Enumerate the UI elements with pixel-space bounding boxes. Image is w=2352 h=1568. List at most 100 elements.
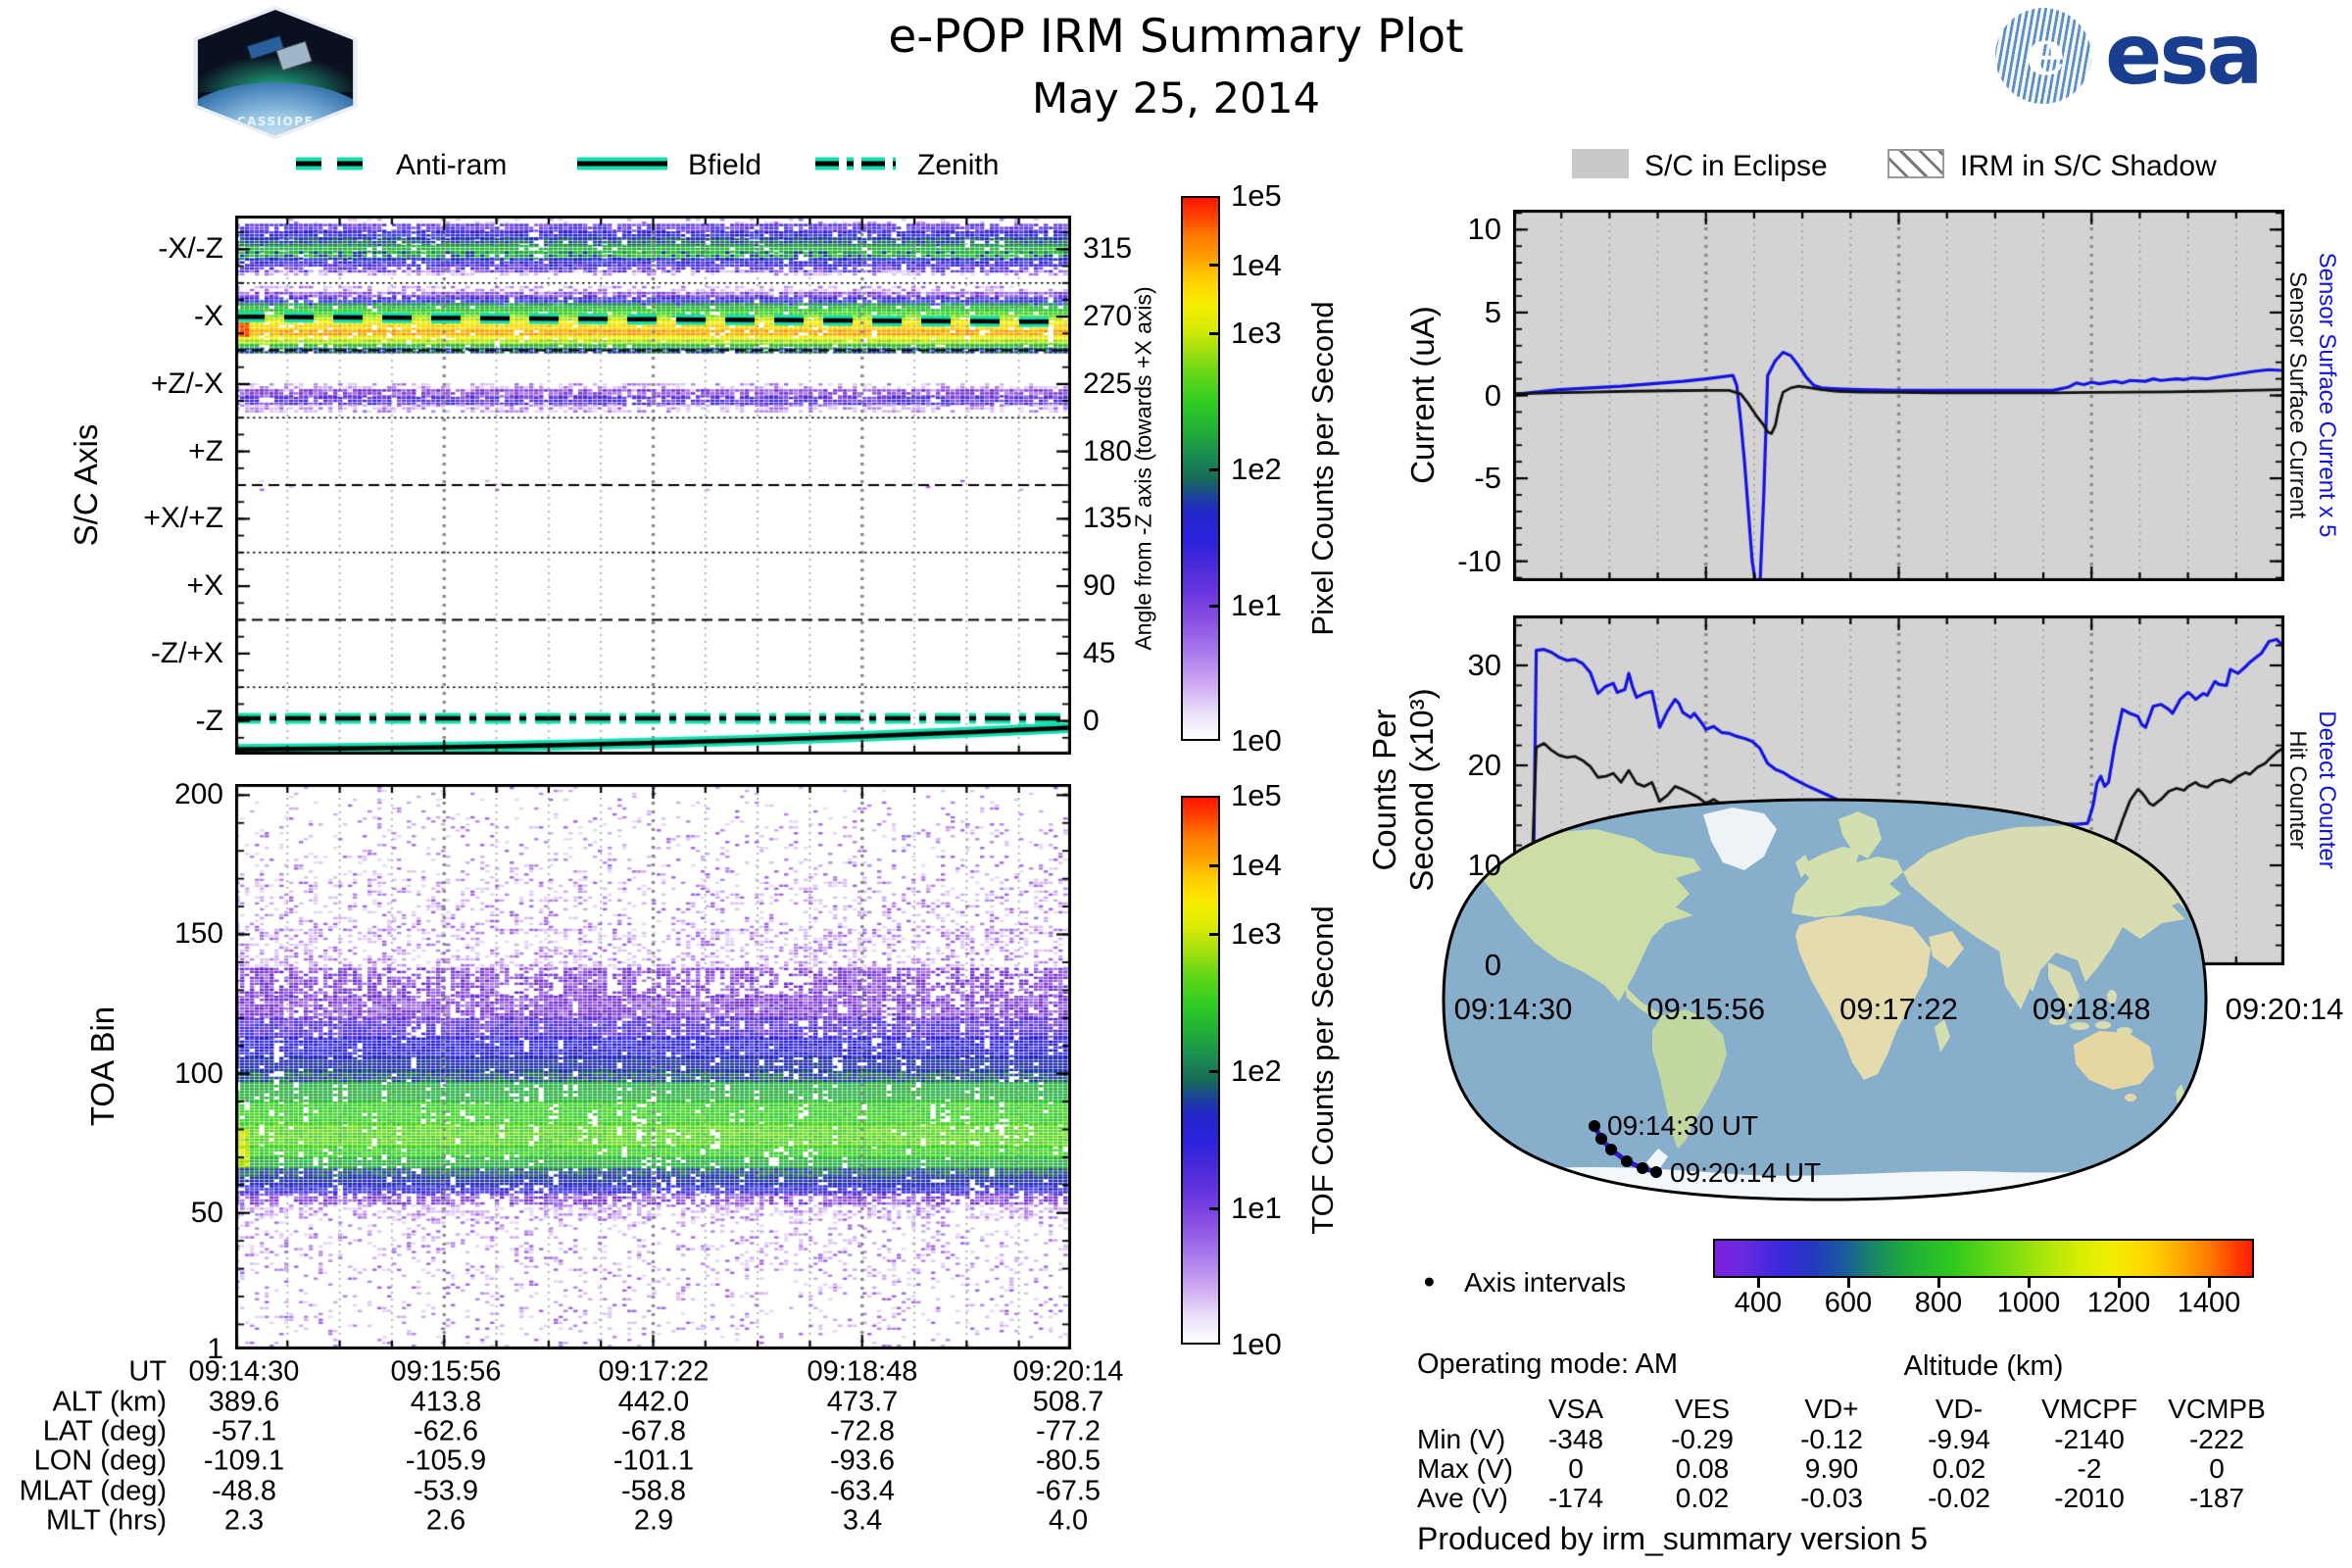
tof-cbar-tick-1e1: 1e1 — [1231, 1191, 1282, 1226]
time-tick-09:20:14: 09:20:14 — [2225, 992, 2344, 1026]
eph-cell-r2c2: -67.8 — [620, 1415, 687, 1447]
tof-cbar-tick-1e0: 1e0 — [1231, 1327, 1282, 1361]
volt-row-label-1: Max (V) — [1417, 1453, 1513, 1484]
cassiope-patch-art: CASSIOPE — [197, 10, 354, 135]
alt-cbar-tickmark — [2117, 1278, 2121, 1288]
sc-axis-tick--Z/+X: -Z/+X — [150, 636, 223, 669]
angle-tick-315: 315 — [1083, 232, 1133, 266]
tof-cbar-tick-1e3: 1e3 — [1231, 916, 1282, 952]
volt-row-label-2: Ave (V) — [1417, 1483, 1508, 1513]
track-interval-dots — [1589, 1120, 1662, 1178]
pixel-cbar-tick-1e0: 1e0 — [1231, 723, 1282, 758]
sc-axis-tick-+X/+Z: +X/+Z — [143, 502, 223, 535]
cassiope-mission-patch: CASSIOPE — [193, 6, 358, 139]
eph-cell-r4c3: -63.4 — [829, 1475, 896, 1507]
volt-cell-r2c1: 0.02 — [1675, 1483, 1730, 1513]
volt-cell-r1c5: 0 — [2209, 1453, 2225, 1484]
eph-cell-r1c2: 442.0 — [617, 1386, 690, 1418]
volt-cell-r2c4: -2010 — [2054, 1483, 2125, 1513]
eph-cell-r1c1: 413.8 — [410, 1386, 482, 1418]
axis-intervals-dot-icon: ● — [1423, 1270, 1436, 1293]
volt-header-VES: VES — [1674, 1394, 1731, 1424]
eph-cell-r5c0: 2.3 — [223, 1504, 265, 1537]
volt-cell-r2c2: -0.03 — [1800, 1483, 1863, 1513]
volt-cell-r1c0: 0 — [1568, 1453, 1584, 1484]
eph-cell-r2c3: -72.8 — [829, 1415, 896, 1447]
volt-cell-r1c3: 0.02 — [1932, 1453, 1986, 1484]
volt-cell-r2c3: -0.02 — [1928, 1483, 1990, 1513]
esa-globe-icon: e — [1995, 8, 2091, 104]
toa-bin-ylabel: TOA Bin — [84, 1005, 121, 1127]
tof-cbar-tickmark — [1209, 1206, 1219, 1210]
alt-cbar-tickmark — [2027, 1278, 2031, 1288]
legend-bfield: Bfield — [688, 149, 762, 181]
eph-cell-r3c2: -101.1 — [612, 1445, 695, 1477]
produced-by-label: Produced by irm_summary version 5 — [1417, 1521, 1929, 1556]
ground-track-map: 09:14:30 UT 09:20:14 UT — [1442, 798, 2208, 1201]
hit-counter-label: Hit Counter — [2284, 730, 2311, 850]
current-tick-0: 0 — [1484, 377, 1501, 413]
alt-tick-600: 600 — [1824, 1287, 1873, 1319]
eph-cell-r1c4: 508.7 — [1032, 1386, 1104, 1418]
eclipse-swatch-icon — [1572, 149, 1629, 178]
eph-cell-r2c1: -62.6 — [413, 1415, 479, 1447]
map-outline — [1442, 798, 2208, 1201]
pixel-cbar-tick-1e2: 1e2 — [1231, 452, 1282, 487]
eph-cell-r1c0: 389.6 — [208, 1386, 280, 1418]
pixel-cbar-tickmark — [1209, 604, 1219, 608]
eph-row-label-5: MLT (hrs) — [46, 1504, 167, 1537]
eph-cell-r4c4: -67.5 — [1035, 1475, 1102, 1507]
pixel-cbar-tick-1e4: 1e4 — [1231, 247, 1282, 282]
current-plot — [1513, 210, 2284, 581]
pixel-cbar-tickmark — [1209, 467, 1219, 471]
operating-mode-label: Operating mode: AM — [1417, 1348, 1678, 1380]
pixel-colorbar-title: Pixel Counts per Second — [1305, 301, 1340, 636]
eph-cell-r0c1: 09:15:56 — [390, 1355, 502, 1388]
pixel-cbar-tick-1e1: 1e1 — [1231, 588, 1282, 623]
toa-tick-150: 150 — [173, 917, 223, 951]
anti-ram-line-icon — [296, 157, 376, 171]
sc-axis-tick--Z: -Z — [195, 704, 223, 737]
eph-cell-r4c2: -58.8 — [620, 1475, 687, 1507]
sensor-current-x5-label: Sensor Surface Current x 5 — [2314, 252, 2340, 538]
current-ylabel: Current (uA) — [1404, 306, 1441, 484]
eph-cell-r2c4: -77.2 — [1035, 1415, 1102, 1447]
volt-header-VSA: VSA — [1547, 1394, 1604, 1424]
volt-cell-r0c0: -348 — [1547, 1424, 1604, 1454]
eph-cell-r0c3: 09:18:48 — [807, 1355, 918, 1388]
track-start-label: 09:14:30 UT — [1607, 1110, 1758, 1141]
tof-cbar-tick-1e2: 1e2 — [1231, 1054, 1282, 1089]
volt-header-VCMPB: VCMPB — [2168, 1394, 2266, 1424]
eph-cell-r5c4: 4.0 — [1048, 1504, 1089, 1537]
tof-cbar-tickmark — [1209, 863, 1219, 867]
legend-zenith: Zenith — [917, 149, 1000, 181]
shadow-hatch-swatch-icon — [1887, 149, 1944, 178]
sc-axis-tick--X: -X — [194, 300, 223, 333]
alt-cbar-tickmark — [1846, 1278, 1850, 1288]
toa-tick-1: 1 — [207, 1333, 223, 1365]
legend-irm-shadow: IRM in S/C Shadow — [1960, 150, 2217, 182]
eph-cell-r5c1: 2.6 — [425, 1504, 466, 1537]
volt-cell-r2c5: -187 — [2188, 1483, 2245, 1513]
sc-axis-spectrogram — [235, 216, 1071, 755]
sc-axis-tick-+Z/-X: +Z/-X — [150, 367, 223, 400]
pixel-cbar-tickmark — [1209, 331, 1219, 335]
eph-cell-r5c3: 3.4 — [842, 1504, 883, 1537]
angle-tick-90: 90 — [1083, 569, 1116, 603]
angle-axis-label: Angle from -Z axis (towards +X axis) — [1130, 286, 1156, 651]
legend-anti-ram: Anti-ram — [396, 149, 508, 181]
tof-cbar-tickmark — [1209, 932, 1219, 936]
counts-tick-30: 30 — [1467, 648, 1501, 682]
eph-cell-r3c0: -109.1 — [203, 1445, 285, 1477]
eph-row-label-0: UT — [128, 1355, 167, 1388]
eph-cell-r5c2: 2.9 — [633, 1504, 674, 1537]
tof-cbar-tick-1e4: 1e4 — [1231, 848, 1282, 883]
track-end-label: 09:20:14 UT — [1670, 1157, 1821, 1188]
eph-cell-r0c0: 09:14:30 — [188, 1355, 300, 1388]
eph-row-label-1: ALT (km) — [52, 1386, 167, 1418]
volt-cell-r0c2: -0.12 — [1800, 1424, 1863, 1454]
current-tick--10: -10 — [1457, 543, 1501, 578]
pixel-cbar-tick-1e5: 1e5 — [1231, 178, 1282, 213]
alt-tick-800: 800 — [1914, 1287, 1963, 1319]
